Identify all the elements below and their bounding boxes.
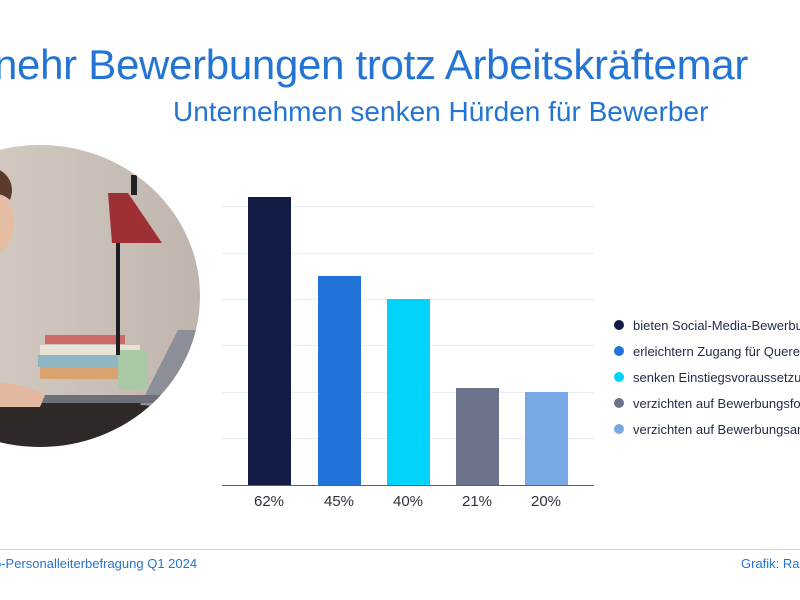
x-axis-line [222, 485, 594, 486]
legend-dot-icon [614, 424, 624, 434]
bar-value-label: 45% [323, 493, 355, 510]
gridline [222, 253, 594, 254]
legend-item: erleichtern Zugang für Quere [614, 338, 800, 364]
legend-item: senken Einstiegsvoraussetzur [614, 364, 800, 390]
bar-bewerbungsfoto [456, 388, 499, 485]
legend-item: verzichten auf Bewerbungsfo [614, 390, 800, 416]
bar-value-label: 40% [392, 493, 424, 510]
bar-chart: 62% 45% 40% 21% 20% [222, 160, 594, 520]
gridline [222, 206, 594, 207]
bar-social-media [248, 197, 291, 485]
legend-label: verzichten auf Bewerbungsfo [633, 395, 800, 411]
chart-title: nehr Bewerbungen trotz Arbeitskräftemar [0, 41, 749, 88]
legend-dot-icon [614, 320, 624, 330]
graphic-credit: Grafik: Ra [741, 556, 800, 571]
legend-dot-icon [614, 346, 624, 356]
bar-bewerbungsanschreiben [525, 392, 568, 485]
bar-value-label: 62% [253, 493, 285, 510]
legend-item: verzichten auf Bewerbungsar [614, 416, 800, 442]
bar-quereinsteiger [318, 276, 361, 485]
photo-illustration [0, 170, 200, 447]
legend-dot-icon [614, 398, 624, 408]
legend-label: verzichten auf Bewerbungsar [633, 421, 800, 437]
chart-subtitle: Unternehmen senken Hürden für Bewerber [173, 96, 709, 127]
legend-label: bieten Social-Media-Bewerbu [633, 317, 800, 333]
photo-man-at-laptop [0, 145, 200, 447]
source-note: o-Personalleiterbefragung Q1 2024 [0, 556, 198, 571]
legend-dot-icon [614, 372, 624, 382]
bar-value-label: 21% [461, 493, 493, 510]
legend-item: bieten Social-Media-Bewerbu [614, 312, 800, 338]
bar-value-label: 20% [530, 493, 562, 510]
chart-legend: bieten Social-Media-Bewerbu erleichtern … [614, 312, 800, 442]
bar-einstiegsvoraussetzungen [387, 299, 430, 485]
legend-label: erleichtern Zugang für Quere [633, 343, 800, 359]
legend-label: senken Einstiegsvoraussetzur [633, 369, 800, 385]
footer-divider [0, 549, 800, 550]
